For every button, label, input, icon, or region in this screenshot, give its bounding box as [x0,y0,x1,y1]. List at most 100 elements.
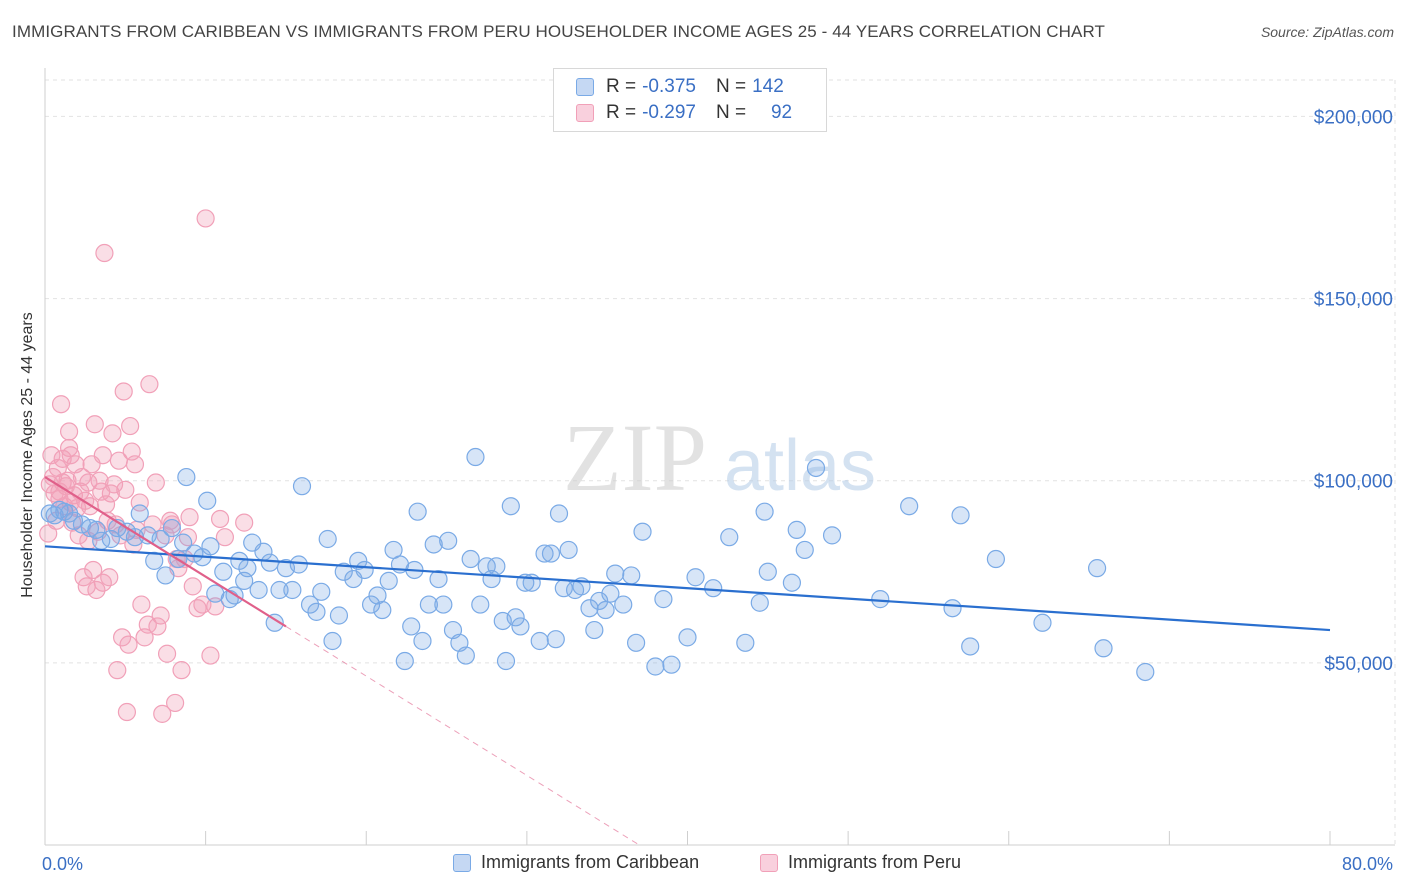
caribbean-point [678,628,697,647]
caribbean-point [130,504,149,523]
peru-point [108,661,127,680]
caribbean-point [283,580,302,600]
caribbean-point [201,537,220,556]
caribbean-point [300,595,320,614]
caribbean-point [662,655,681,674]
caribbean-point [270,580,289,600]
bottom-caribbean-label: Immigrants from Caribbean [481,852,700,872]
caribbean-point [323,631,342,651]
caribbean-n-value: 142 [752,76,784,97]
peru-point [69,526,88,545]
caribbean-point [249,580,268,600]
watermark-zip: ZIP [563,404,707,511]
caribbean-point [307,602,326,621]
peru-point [210,509,230,529]
caribbean-point [471,595,490,614]
caribbean-point [373,600,392,620]
caribbean-point [265,613,284,632]
x-tick-label-start: 0.0% [42,854,83,874]
caribbean-point [871,590,890,609]
peru-point [93,446,112,465]
peru-point [87,580,106,600]
caribbean-point [750,593,769,612]
caribbean-point [795,540,814,560]
caribbean-point [413,631,432,651]
bottom-peru-swatch [760,853,778,872]
caribbean-trend-line [44,545,1331,632]
caribbean-point [87,520,106,539]
caribbean-point [606,564,625,583]
caribbean-point [822,526,842,545]
caribbean-point [334,562,353,581]
caribbean-point [318,529,337,549]
legend-row-caribbean: R = -0.375 N = 142 [576,74,784,100]
caribbean-point [379,571,398,590]
caribbean-point [720,528,739,547]
y-axis-label: Householder Income Ages 25 - 44 years [19,312,36,598]
peru-point [183,577,202,596]
caribbean-point [1136,662,1155,682]
caribbean-point [45,506,64,525]
bottom-legend-peru: Immigrants from Peru [760,852,961,873]
caribbean-point [961,637,980,656]
caribbean-point [439,531,458,550]
caribbean-point [80,518,100,538]
caribbean-point [368,586,387,605]
caribbean-point [1033,613,1052,632]
caribbean-point [434,595,453,614]
peru-r-label: R = [606,102,637,123]
caribbean-point [487,557,506,576]
caribbean-point [626,633,646,652]
caribbean-point [633,522,652,541]
bottom-peru-label: Immigrants from Peru [788,852,962,872]
peru-point [140,375,159,394]
y-tick-label: $150,000 [1314,290,1393,311]
y-tick-label: $100,000 [1314,472,1393,493]
y-tick-label: $200,000 [1314,107,1393,128]
peru-point [103,424,122,443]
legend-row-peru: R = -0.297 N = 92 [576,100,792,126]
caribbean-point [787,520,806,539]
caribbean-point [408,502,427,521]
watermark-atlas: atlas [724,426,876,506]
caribbean-point [755,502,774,521]
caribbean-point [585,620,604,640]
peru-point [51,395,71,414]
caribbean-point [535,544,554,563]
caribbean-point [782,573,802,592]
peru-point [206,597,225,616]
peru-point [157,644,177,663]
caribbean-point [156,566,175,585]
caribbean-point [145,551,164,570]
peru-point [114,382,133,401]
bottom-legend-caribbean: Immigrants from Caribbean [453,852,699,873]
caribbean-point [177,467,196,487]
peru-point [125,455,145,474]
peru-point [235,513,254,532]
caribbean-point [289,555,308,574]
caribbean-point [622,566,641,585]
caribbean-point [461,549,480,569]
caribbean-point [238,559,257,578]
source-credit: Source: ZipAtlas.com [1260,24,1394,40]
peru-point [79,473,98,492]
peru-n-label: N = [715,102,747,123]
caribbean-point [986,549,1006,569]
caribbean-point [580,599,599,618]
caribbean-point [419,595,438,614]
caribbean-point [654,590,673,609]
caribbean-point [496,651,516,671]
peru-point [178,528,198,547]
caribbean-r-value: -0.375 [642,76,696,97]
caribbean-point [361,595,381,614]
peru-point [61,446,80,465]
caribbean-points [40,447,1155,682]
peru-points [39,209,254,723]
peru-point [201,646,220,665]
caribbean-point [943,599,962,618]
caribbean-point [329,606,349,625]
caribbean-point [395,651,414,671]
caribbean-point [429,569,448,589]
peru-point [84,560,103,580]
